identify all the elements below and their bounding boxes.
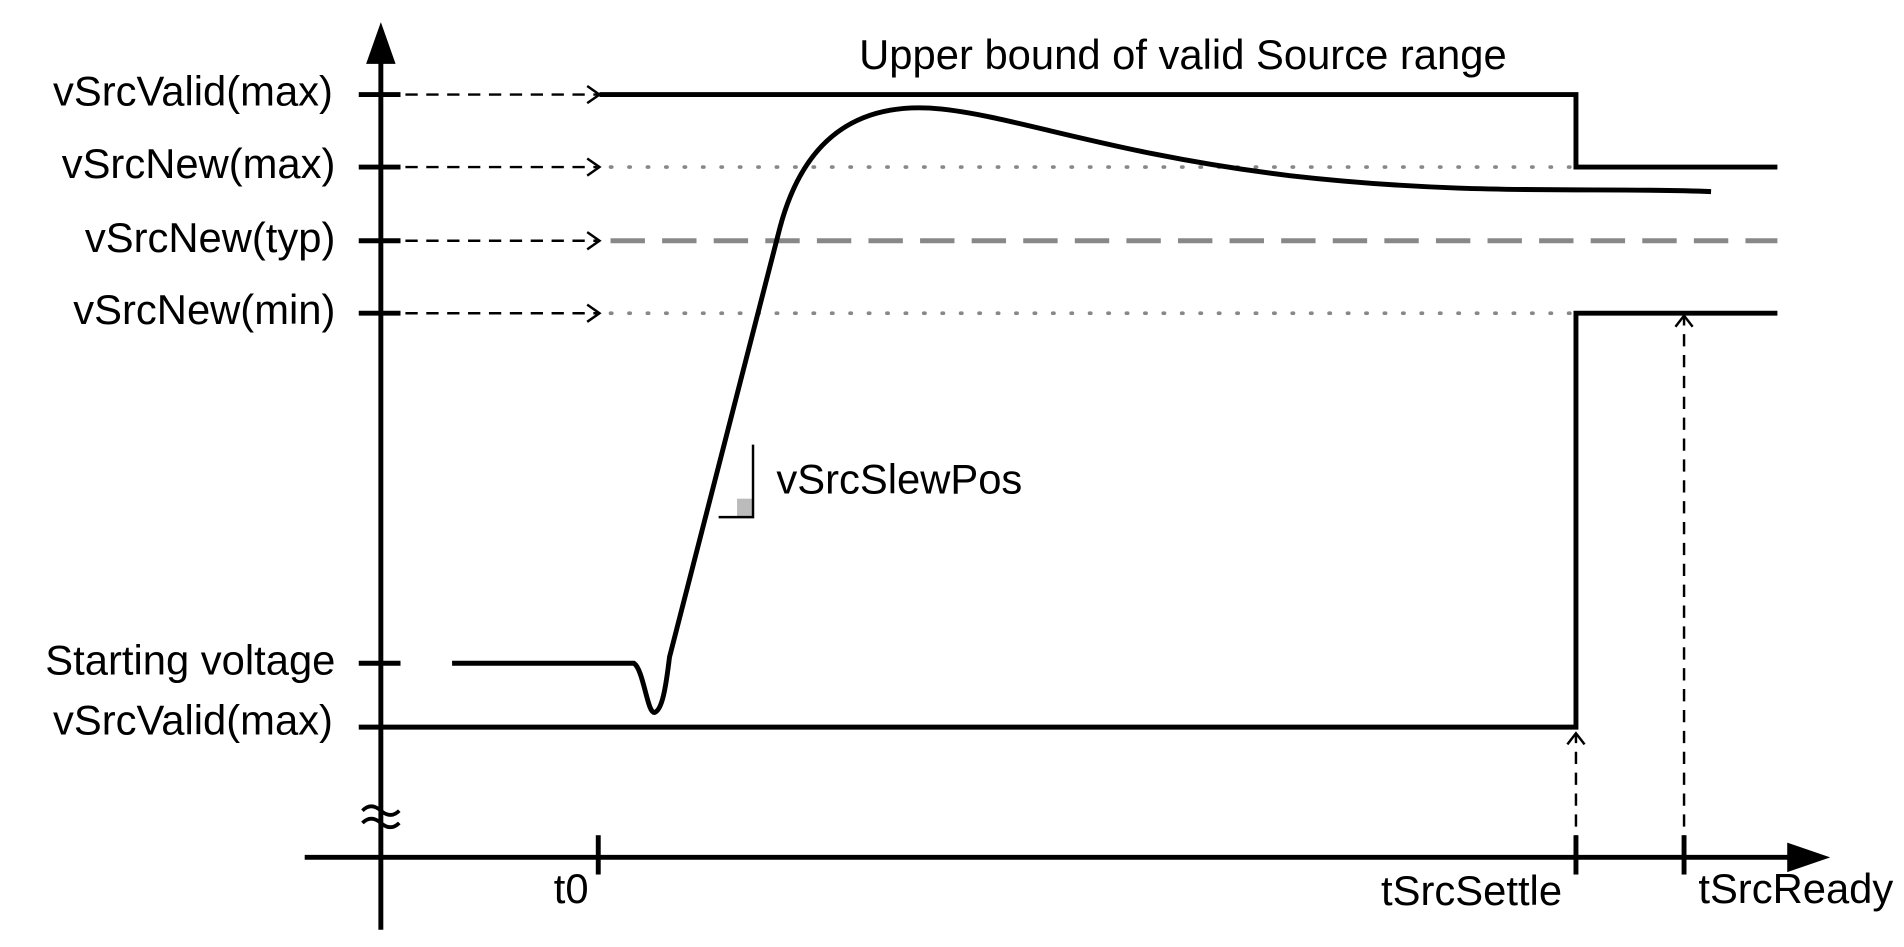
ready-arrow-head	[1674, 313, 1694, 328]
slope-marker	[718, 444, 755, 519]
y-ticks	[358, 92, 401, 730]
level-arrows	[405, 84, 602, 323]
x-label: tSrcReady	[1698, 865, 1893, 912]
title: Upper bound of valid Source range	[859, 31, 1507, 78]
x-label: t0	[554, 865, 589, 912]
x-label: tSrcSettle	[1381, 867, 1562, 914]
y-axis-arrow	[366, 22, 396, 64]
y-label: vSrcValid(max)	[53, 68, 333, 115]
y-label: vSrcNew(max)	[62, 140, 336, 187]
y-label: vSrcNew(typ)	[85, 214, 336, 261]
y-label: vSrcNew(min)	[73, 286, 335, 333]
settle-arrow-head	[1566, 731, 1586, 746]
upper-bound	[599, 92, 1778, 170]
axis-break	[361, 804, 401, 830]
slope-fill	[737, 498, 754, 518]
voltage-waveform	[452, 105, 1712, 715]
slope-label: vSrcSlewPos	[776, 456, 1022, 503]
y-label: Starting voltage	[45, 636, 335, 683]
lower-bound	[400, 310, 1778, 730]
y-label: vSrcValid(max)	[53, 696, 333, 743]
x-axis-arrow	[1787, 842, 1831, 873]
